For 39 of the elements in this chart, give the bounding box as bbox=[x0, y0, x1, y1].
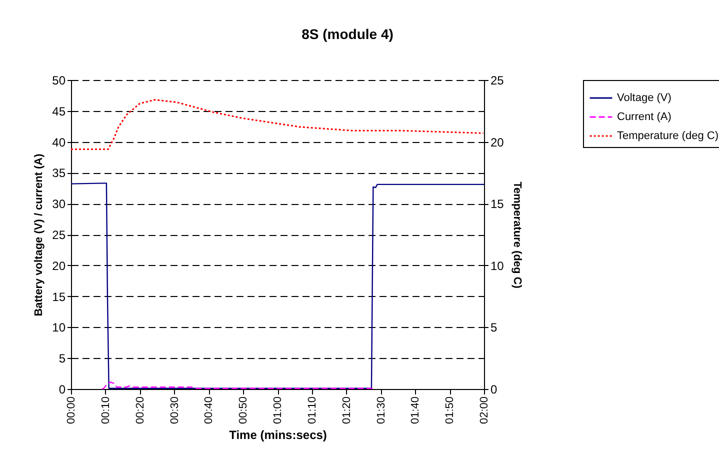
y-tick-label: 35 bbox=[52, 166, 66, 180]
y-tick-label: 25 bbox=[52, 228, 66, 242]
y2-tick-label: 5 bbox=[490, 320, 498, 335]
x-tick-label: 00:20 bbox=[134, 396, 146, 424]
x-tick-label: 02:00 bbox=[478, 396, 490, 424]
y2-tick-label: 20 bbox=[490, 135, 504, 150]
y-tick-label: 10 bbox=[52, 320, 66, 335]
x-tick-label: 01:50 bbox=[444, 396, 456, 424]
y2-tick-label: 0 bbox=[490, 382, 498, 396]
y2-axis-title: Temperature (deg C) bbox=[510, 182, 523, 289]
legend-label: Voltage (V) bbox=[617, 92, 672, 104]
y-tick-label: 5 bbox=[58, 352, 66, 366]
legend-label: Current (A) bbox=[617, 111, 672, 123]
y-tick-label: 50 bbox=[52, 74, 66, 88]
chart-title: 8S (module 4) bbox=[302, 26, 394, 42]
x-tick-label: 00:00 bbox=[66, 396, 78, 424]
y-tick-label: 45 bbox=[52, 104, 66, 118]
y-tick-label: 15 bbox=[52, 290, 66, 304]
y2-tick-label: 25 bbox=[490, 74, 504, 88]
y-tick-label: 20 bbox=[52, 258, 66, 273]
x-tick-label: 00:40 bbox=[203, 396, 216, 424]
x-tick-label: 00:30 bbox=[168, 396, 181, 424]
x-tick-label: 01:40 bbox=[410, 396, 422, 424]
y-tick-label: 0 bbox=[58, 382, 66, 396]
y-axis-title: Battery voltage (V) / current (A) bbox=[33, 153, 46, 316]
line-series bbox=[101, 382, 374, 390]
x-tick-label: 01:00 bbox=[272, 396, 284, 424]
y-tick-label: 40 bbox=[52, 135, 66, 150]
x-tick-label: 00:50 bbox=[238, 396, 250, 424]
x-tick-label: 01:30 bbox=[375, 396, 388, 424]
line-series bbox=[70, 99, 484, 150]
y-tick-label: 30 bbox=[52, 197, 66, 212]
legend-label: Temperature (deg C) bbox=[617, 130, 718, 142]
y2-tick-label: 15 bbox=[490, 197, 504, 212]
y2-tick-label: 10 bbox=[490, 258, 504, 273]
x-tick-label: 00:10 bbox=[100, 396, 112, 424]
x-axis-title: Time (mins:secs) bbox=[229, 428, 327, 442]
x-tick-label: 01:20 bbox=[340, 396, 353, 424]
x-tick-label: 01:10 bbox=[306, 396, 318, 424]
